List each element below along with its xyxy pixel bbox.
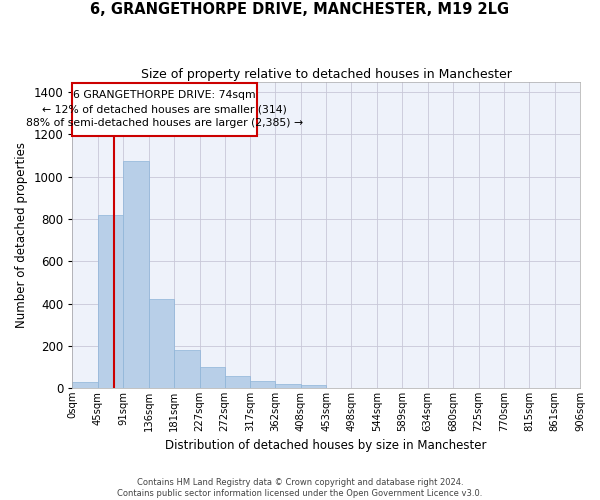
Bar bbox=[124, 161, 149, 388]
Bar bbox=[73, 382, 98, 388]
Bar bbox=[73, 82, 257, 136]
Bar bbox=[98, 215, 124, 388]
Bar bbox=[225, 376, 250, 388]
X-axis label: Distribution of detached houses by size in Manchester: Distribution of detached houses by size … bbox=[166, 440, 487, 452]
Bar bbox=[275, 384, 301, 388]
Text: 6 GRANGETHORPE DRIVE: 74sqm
← 12% of detached houses are smaller (314)
88% of se: 6 GRANGETHORPE DRIVE: 74sqm ← 12% of det… bbox=[26, 90, 304, 128]
Text: Contains HM Land Registry data © Crown copyright and database right 2024.
Contai: Contains HM Land Registry data © Crown c… bbox=[118, 478, 482, 498]
Bar bbox=[200, 367, 225, 388]
Bar bbox=[250, 381, 275, 388]
Bar bbox=[149, 300, 174, 388]
Bar bbox=[174, 350, 200, 388]
Bar bbox=[301, 385, 326, 388]
Text: 6, GRANGETHORPE DRIVE, MANCHESTER, M19 2LG: 6, GRANGETHORPE DRIVE, MANCHESTER, M19 2… bbox=[91, 2, 509, 18]
Y-axis label: Number of detached properties: Number of detached properties bbox=[15, 142, 28, 328]
Title: Size of property relative to detached houses in Manchester: Size of property relative to detached ho… bbox=[141, 68, 512, 80]
